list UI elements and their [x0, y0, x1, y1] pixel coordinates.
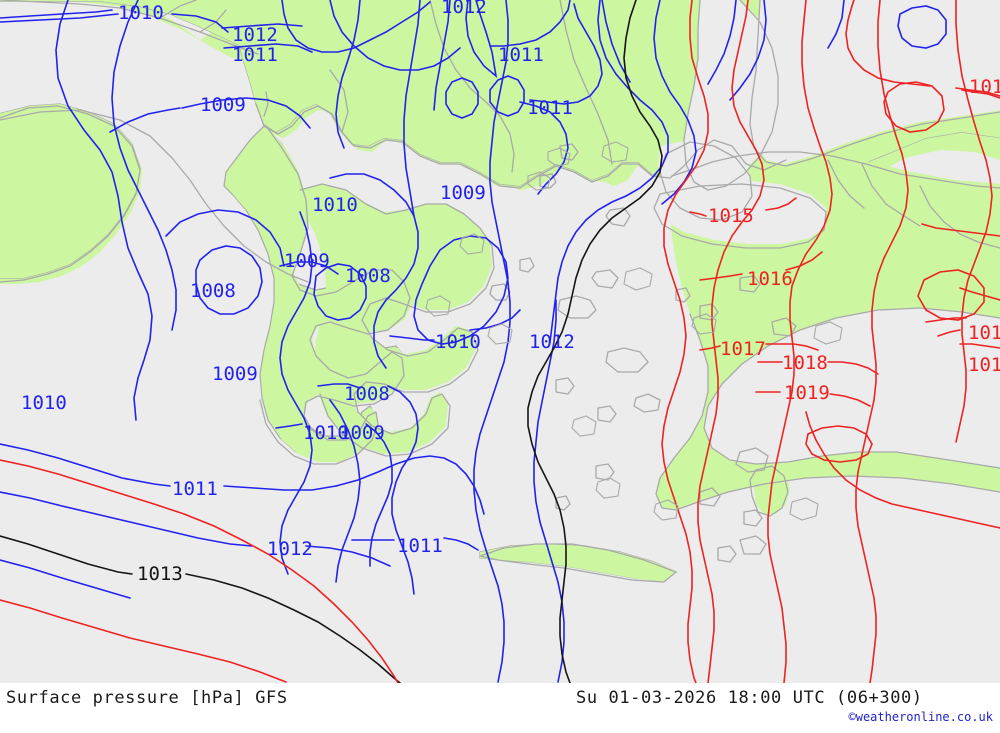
isobar-label: 1016 — [747, 268, 793, 290]
isobar-label: 1012 — [529, 331, 575, 353]
isobars-high — [0, 0, 1000, 683]
isobar-label: 1011 — [232, 44, 278, 66]
isobar-label: 1010 — [118, 2, 164, 24]
isobar-label: 1010 — [312, 194, 358, 216]
isobar-label: 1008 — [345, 265, 391, 287]
isobars-1013 — [0, 0, 663, 683]
footer-title: Surface pressure [hPa] GFS — [6, 688, 288, 708]
island-outlines — [425, 141, 843, 521]
pressure-map-canvas[interactable]: 1010 1012 1011 1012 1011 1009 1011 1010 … — [0, 0, 1000, 683]
isobar-label: 1012 — [232, 24, 278, 46]
isobar-label: 1017 — [720, 338, 766, 360]
isobar-label: 1011 — [527, 97, 573, 119]
isobar-label: 1009 — [200, 94, 246, 116]
map-footer: Surface pressure [hPa] GFS Su 01-03-2026… — [0, 683, 1000, 733]
isobar-label: 1013 — [137, 563, 183, 585]
isobar-label: 1009 — [339, 422, 385, 444]
isobar-label: 1008 — [190, 280, 236, 302]
isobar-label: 1011 — [172, 478, 218, 500]
isobar-label-clipped: 1013 — [969, 76, 1000, 98]
isobar-label: 1010 — [21, 392, 67, 414]
isobar-label: 1011 — [498, 44, 544, 66]
isobar-label: 1011 — [397, 535, 443, 557]
isobar-label: 1012 — [267, 538, 313, 560]
isobar-label: 1010 — [303, 422, 349, 444]
isobar-label: 1009 — [440, 182, 486, 204]
isobar-label: 1019 — [784, 382, 830, 404]
isobar-label-clipped: 1014 — [968, 322, 1000, 344]
footer-credit: ©weatheronline.co.uk — [848, 710, 994, 724]
isobar-label: 1012 — [441, 0, 487, 18]
isobar-label: 1009 — [212, 363, 258, 385]
isobar-label: 1015 — [708, 205, 754, 227]
isobar-label: 1009 — [284, 250, 330, 272]
isobar-label-clipped: 1017 — [968, 354, 1000, 376]
isobar-label: 1008 — [344, 383, 390, 405]
footer-valid-time: Su 01-03-2026 18:00 UTC (06+300) — [576, 688, 923, 708]
isobar-label: 1018 — [782, 352, 828, 374]
isobar-label: 1010 — [435, 331, 481, 353]
